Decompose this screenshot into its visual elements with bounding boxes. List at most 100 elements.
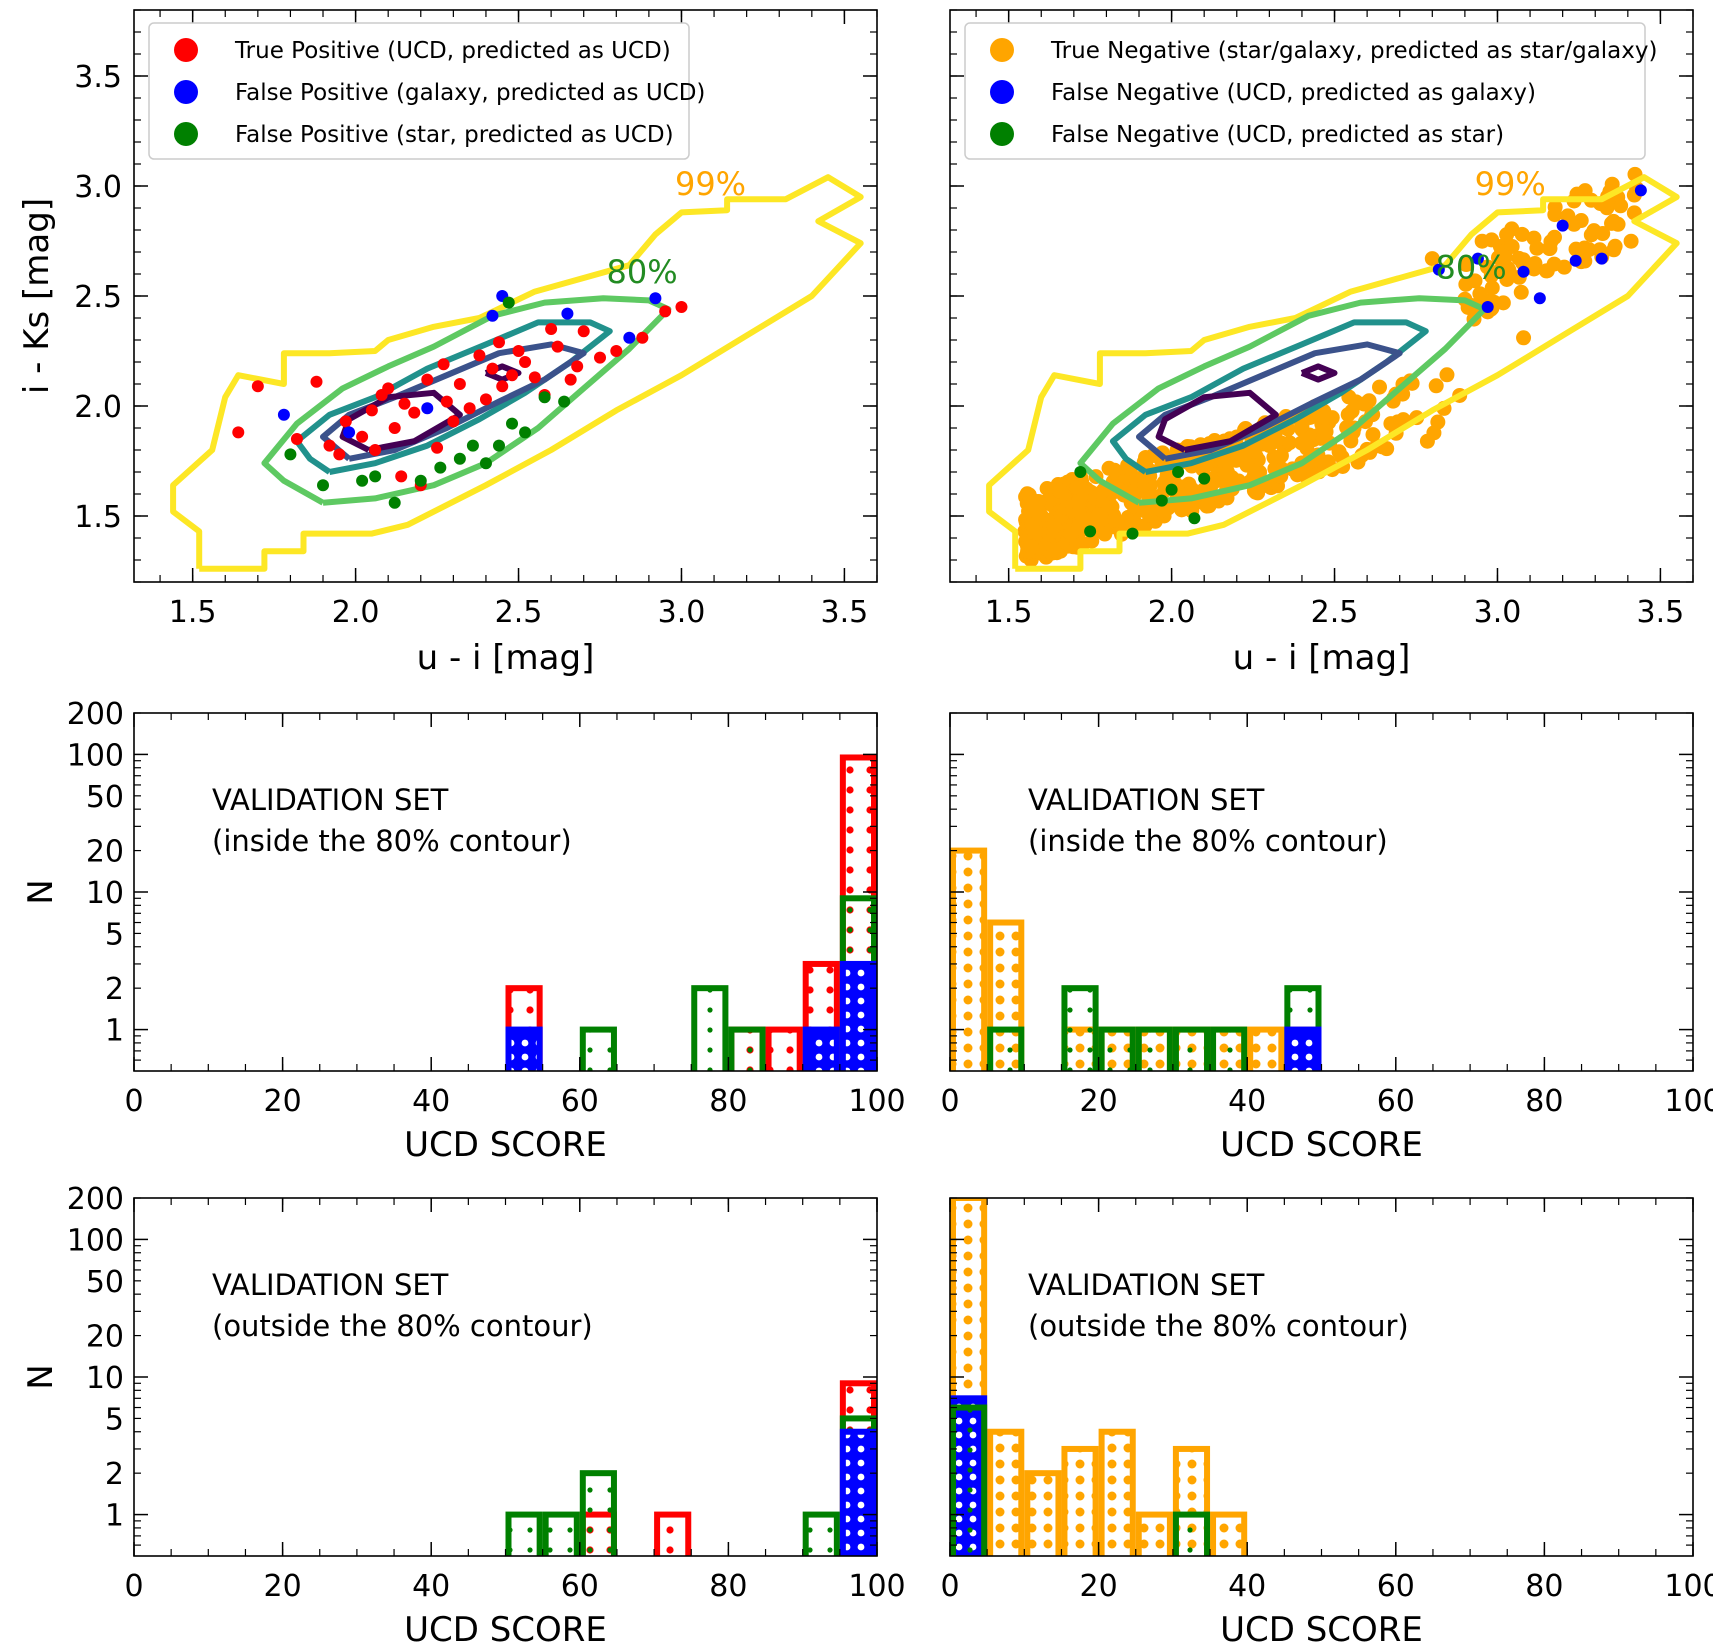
point-true-negative bbox=[1318, 424, 1334, 440]
point-false-negative-star bbox=[1172, 466, 1185, 478]
point-true-positive bbox=[564, 373, 577, 386]
histogram-panel-1: 0 20 40 60 80 100 1 2 5 10 20 50 100 200 UCD SCORE N VAL… bbox=[21, 697, 906, 1165]
y-tick-label: 100 bbox=[67, 738, 124, 773]
bar-false-positive-star bbox=[579, 1026, 617, 1071]
point-true-negative bbox=[1069, 479, 1085, 495]
contour-60 bbox=[1109, 319, 1429, 475]
point-true-positive bbox=[431, 441, 444, 454]
point-false-positive-star bbox=[466, 439, 479, 452]
legend-label: False Positive (galaxy, predicted as UCD… bbox=[235, 80, 705, 106]
point-false-positive-star bbox=[317, 479, 330, 492]
y-tick-label: 1 bbox=[105, 1499, 124, 1534]
bar-true-negative bbox=[950, 847, 988, 1071]
point-false-positive-star bbox=[356, 474, 369, 487]
point-true-positive bbox=[496, 380, 509, 393]
point-true-positive bbox=[388, 422, 401, 434]
y-tick-label: 200 bbox=[67, 697, 124, 732]
x-tick-label: 2.0 bbox=[1148, 595, 1196, 630]
x-tick-label: 60 bbox=[561, 1569, 599, 1604]
x-tick-label: 20 bbox=[1080, 1084, 1118, 1119]
axes-frame bbox=[133, 712, 878, 1072]
point-false-positive-star bbox=[388, 496, 401, 509]
point-true-negative bbox=[1247, 464, 1263, 480]
point-true-positive bbox=[492, 336, 505, 349]
legend-box bbox=[964, 22, 1646, 160]
x-tick-label: 40 bbox=[412, 1569, 450, 1604]
point-true-negative bbox=[1511, 250, 1527, 266]
y-axis-label: N bbox=[21, 879, 61, 904]
x-axis-label: UCD SCORE bbox=[404, 1125, 607, 1165]
y-tick-label: 200 bbox=[67, 1182, 124, 1217]
point-false-positive-star bbox=[369, 470, 382, 483]
contour-80 bbox=[1077, 295, 1488, 506]
annotation-subtitle: (inside the 80% contour) bbox=[1028, 824, 1388, 858]
contour-label-99: 99% bbox=[1475, 165, 1546, 203]
point-false-positive-star bbox=[453, 452, 466, 465]
x-axis-label: u - i [mag] bbox=[417, 638, 595, 678]
x-tick-label: 80 bbox=[709, 1084, 747, 1119]
bar-false-positive-star bbox=[802, 1511, 840, 1556]
legend-label: True Negative (star/galaxy, predicted as… bbox=[1050, 38, 1657, 64]
annotation-title: VALIDATION SET bbox=[1028, 783, 1265, 817]
bar-false-positive-galaxy bbox=[839, 960, 877, 1071]
point-true-negative bbox=[1516, 330, 1532, 346]
x-axis-label: UCD SCORE bbox=[1220, 1125, 1423, 1165]
point-true-positive bbox=[382, 382, 395, 395]
point-true-negative bbox=[1541, 240, 1557, 256]
point-true-negative bbox=[1499, 227, 1515, 243]
plot-area bbox=[950, 847, 1322, 1071]
point-true-positive bbox=[339, 415, 352, 428]
point-false-positive-galaxy bbox=[623, 331, 636, 344]
point-true-positive bbox=[232, 426, 245, 439]
x-tick-label: 20 bbox=[264, 1084, 302, 1119]
point-true-negative bbox=[1199, 498, 1215, 514]
x-tick-label: 100 bbox=[1664, 1569, 1713, 1604]
bar-false-positive-star bbox=[728, 1026, 766, 1071]
point-true-negative bbox=[1379, 441, 1395, 457]
point-true-negative bbox=[1282, 435, 1298, 451]
bar-false-negative-star bbox=[1210, 1026, 1248, 1071]
point-true-negative bbox=[1547, 199, 1563, 215]
point-false-negative-star bbox=[1074, 466, 1087, 478]
point-true-positive bbox=[310, 375, 323, 388]
x-tick-label: 100 bbox=[848, 1569, 905, 1604]
point-true-negative bbox=[1084, 533, 1100, 549]
bar-true-negative bbox=[987, 1428, 1025, 1556]
x-tick-label: 80 bbox=[709, 1569, 747, 1604]
y-tick-label: 20 bbox=[86, 1320, 124, 1355]
bar-false-negative-star bbox=[1172, 1511, 1211, 1556]
bar-true-negative bbox=[1098, 1428, 1136, 1556]
annotation-subtitle: (outside the 80% contour) bbox=[1028, 1309, 1409, 1343]
point-true-positive bbox=[486, 362, 499, 375]
bar-false-positive-star bbox=[579, 1470, 617, 1556]
point-true-negative bbox=[1495, 295, 1511, 311]
contour-label-80: 80% bbox=[607, 253, 678, 291]
legend-label: True Positive (UCD, predicted as UCD) bbox=[234, 38, 671, 64]
y-tick-label: 1.5 bbox=[74, 500, 122, 535]
point-true-negative bbox=[1250, 485, 1266, 501]
y-axis-label: i - Ks [mag] bbox=[17, 198, 57, 394]
point-true-positive bbox=[251, 380, 264, 393]
point-true-positive bbox=[551, 340, 564, 353]
point-true-negative bbox=[1484, 232, 1500, 248]
point-false-negative-galaxy bbox=[1471, 252, 1484, 265]
point-true-negative bbox=[1051, 483, 1067, 499]
y-tick-label: 2.5 bbox=[74, 280, 122, 315]
y-tick-label: 20 bbox=[86, 835, 124, 870]
plot-area bbox=[950, 1198, 1248, 1556]
point-true-negative bbox=[1514, 226, 1530, 242]
x-axis-label: UCD SCORE bbox=[404, 1610, 607, 1646]
point-true-positive bbox=[408, 406, 421, 419]
point-false-negative-galaxy bbox=[1517, 265, 1530, 278]
contour-99 bbox=[170, 174, 864, 572]
plot-area bbox=[505, 754, 877, 1071]
point-true-negative bbox=[1316, 409, 1332, 425]
point-true-negative bbox=[1497, 249, 1513, 265]
point-false-negative-star bbox=[1188, 512, 1201, 525]
x-tick-label: 1.5 bbox=[985, 595, 1033, 630]
x-axis-label: u - i [mag] bbox=[1233, 638, 1411, 678]
contour-99 bbox=[986, 174, 1680, 572]
bar-false-negative-galaxy bbox=[1284, 1026, 1322, 1071]
point-false-positive-galaxy bbox=[486, 309, 499, 322]
x-tick-label: 40 bbox=[1228, 1569, 1266, 1604]
